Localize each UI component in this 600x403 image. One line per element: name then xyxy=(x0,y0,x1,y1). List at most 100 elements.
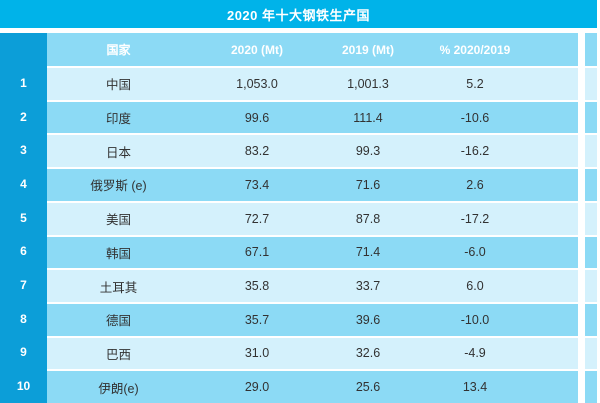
value-2019-cell: 39.6 xyxy=(324,303,412,336)
value-2019-cell: 25.6 xyxy=(324,371,412,403)
percent-change-cell: -10.6 xyxy=(412,101,578,134)
page-title: 2020 年十大钢铁生产国 xyxy=(226,7,371,23)
steel-production-table: 1 2 3 4 5 6 7 8 9 10 国家 2020 (Mt) 2019 (Mt) % 202… xyxy=(0,33,600,403)
percent-change-cell: -6.0 xyxy=(412,236,578,269)
rank-cell: 9 xyxy=(20,345,27,360)
column-divider xyxy=(578,270,585,302)
table-body: 国家 2020 (Mt) 2019 (Mt) % 2020/2019 中国 1,… xyxy=(47,33,600,403)
country-cell: 美国 xyxy=(47,202,190,235)
table-row: 伊朗(e) 29.0 25.6 13.4 xyxy=(47,369,600,403)
value-2019-cell: 71.6 xyxy=(324,169,412,201)
rank-cell: 1 xyxy=(20,75,27,90)
right-edge-strip xyxy=(585,303,597,336)
page-right-edge xyxy=(597,236,600,269)
value-2020-cell: 35.7 xyxy=(190,303,324,336)
title-divider xyxy=(0,28,600,33)
page-right-edge xyxy=(597,337,600,370)
value-2020-cell: 35.8 xyxy=(190,270,324,302)
value-2019-cell: 87.8 xyxy=(324,202,412,235)
right-edge-strip xyxy=(585,68,597,100)
country-cell: 巴西 xyxy=(47,337,190,370)
rank-cell: 4 xyxy=(20,176,27,191)
title-bar: 2020 年十大钢铁生产国 xyxy=(0,0,597,28)
table-row: 印度 99.6 111.4 -10.6 xyxy=(47,99,600,134)
page-right-edge xyxy=(597,33,600,66)
table-row: 德国 35.7 39.6 -10.0 xyxy=(47,301,600,336)
percent-change-cell: 6.0 xyxy=(412,270,578,302)
column-divider xyxy=(578,371,585,403)
year-2020-column-header: 2020 (Mt) xyxy=(190,33,324,66)
rank-cell: 8 xyxy=(20,311,27,326)
right-edge-strip xyxy=(585,236,597,269)
country-cell: 伊朗(e) xyxy=(47,371,190,403)
table-row: 中国 1,053.0 1,001.3 5.2 xyxy=(47,66,600,100)
rank-cell: 5 xyxy=(20,210,27,225)
country-column-header: 国家 xyxy=(47,33,190,66)
value-2020-cell: 83.2 xyxy=(190,135,324,168)
percent-change-cell: -17.2 xyxy=(412,202,578,235)
table-header-row: 国家 2020 (Mt) 2019 (Mt) % 2020/2019 xyxy=(47,33,600,66)
table-row: 巴西 31.0 32.6 -4.9 xyxy=(47,335,600,370)
value-2020-cell: 31.0 xyxy=(190,337,324,370)
year-2019-column-header: 2019 (Mt) xyxy=(324,33,412,66)
value-2020-cell: 1,053.0 xyxy=(190,68,324,100)
right-edge-strip xyxy=(585,202,597,235)
rank-cell: 6 xyxy=(20,244,27,259)
country-cell: 俄罗斯 (e) xyxy=(47,169,190,201)
column-divider xyxy=(578,236,585,269)
country-cell: 印度 xyxy=(47,101,190,134)
value-2019-cell: 99.3 xyxy=(324,135,412,168)
table-row: 俄罗斯 (e) 73.4 71.6 2.6 xyxy=(47,167,600,201)
country-cell: 土耳其 xyxy=(47,270,190,302)
value-2019-cell: 1,001.3 xyxy=(324,68,412,100)
column-divider xyxy=(578,33,585,66)
right-edge-strip xyxy=(585,101,597,134)
column-divider xyxy=(578,101,585,134)
right-edge-strip xyxy=(585,270,597,302)
percent-change-cell: 5.2 xyxy=(412,68,578,100)
country-cell: 韩国 xyxy=(47,236,190,269)
rank-cell: 3 xyxy=(20,143,27,158)
page-right-edge xyxy=(597,68,600,100)
column-divider xyxy=(578,202,585,235)
right-edge-strip xyxy=(585,337,597,370)
value-2019-cell: 71.4 xyxy=(324,236,412,269)
country-cell: 日本 xyxy=(47,135,190,168)
value-2019-cell: 111.4 xyxy=(324,101,412,134)
column-divider xyxy=(578,337,585,370)
value-2019-cell: 32.6 xyxy=(324,337,412,370)
page-right-edge xyxy=(597,270,600,302)
percent-change-cell: 2.6 xyxy=(412,169,578,201)
page-right-edge xyxy=(597,202,600,235)
rank-cell: 2 xyxy=(20,109,27,124)
page-right-edge xyxy=(597,169,600,201)
right-edge-strip xyxy=(585,135,597,168)
country-cell: 中国 xyxy=(47,68,190,100)
percent-change-cell: -10.0 xyxy=(412,303,578,336)
percent-change-column-header: % 2020/2019 xyxy=(412,33,578,66)
column-divider xyxy=(578,135,585,168)
right-edge-strip xyxy=(585,169,597,201)
country-cell: 德国 xyxy=(47,303,190,336)
rank-header-cell xyxy=(0,33,47,66)
rank-cell: 7 xyxy=(20,278,27,293)
table-row: 土耳其 35.8 33.7 6.0 xyxy=(47,268,600,302)
value-2019-cell: 33.7 xyxy=(324,270,412,302)
table-row: 美国 72.7 87.8 -17.2 xyxy=(47,200,600,235)
table-row: 韩国 67.1 71.4 -6.0 xyxy=(47,234,600,269)
right-edge-strip xyxy=(585,33,597,66)
page-right-edge xyxy=(597,101,600,134)
page-right-edge xyxy=(597,303,600,336)
page-right-edge xyxy=(597,135,600,168)
percent-change-cell: -16.2 xyxy=(412,135,578,168)
column-divider xyxy=(578,303,585,336)
value-2020-cell: 72.7 xyxy=(190,202,324,235)
rank-cell: 10 xyxy=(16,379,31,394)
value-2020-cell: 67.1 xyxy=(190,236,324,269)
percent-change-cell: -4.9 xyxy=(412,337,578,370)
right-edge-strip xyxy=(585,371,597,403)
rank-column: 1 2 3 4 5 6 7 8 9 10 xyxy=(0,33,47,403)
column-divider xyxy=(578,169,585,201)
page-right-edge xyxy=(597,371,600,403)
